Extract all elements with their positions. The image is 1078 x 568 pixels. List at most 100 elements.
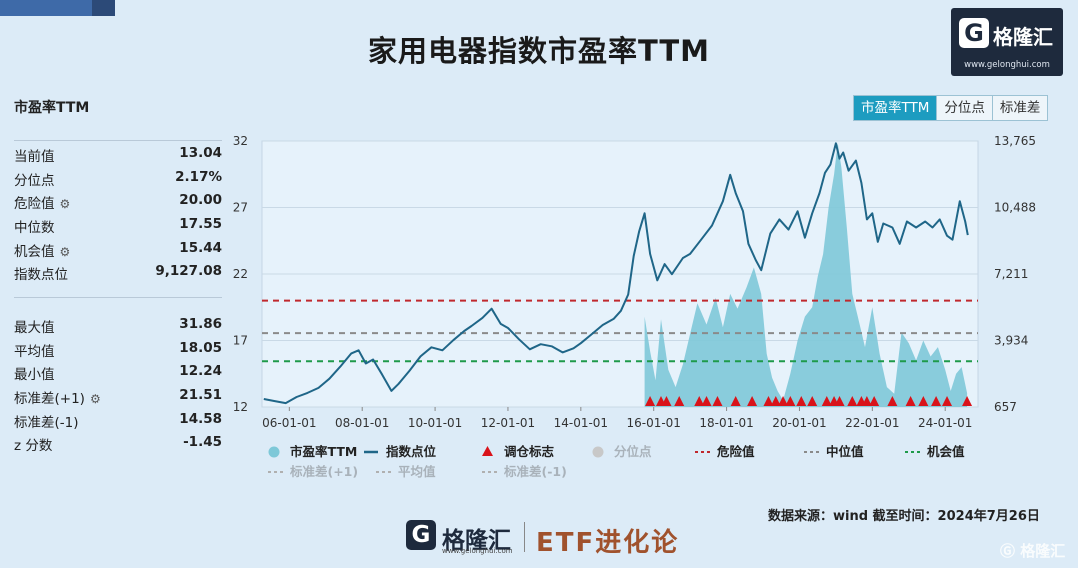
data-source: 数据来源：wind 截至时间：2024年7月26日 [768, 509, 1040, 524]
pe-chart: 12 657 17 3,934 22 7,211 27 10,488 32 13,765 06-01… [233, 134, 1036, 479]
stat-label: 分位点 [14, 169, 55, 189]
pe-ttm-area [644, 142, 968, 407]
rebalance-marker [962, 396, 973, 406]
y-left-tick-label: 12 [233, 400, 248, 414]
y-left-tick-label: 32 [233, 134, 248, 148]
stat-row: 最小值 12.24 [14, 360, 222, 384]
x-tick-label: 06-01-01 [262, 416, 316, 430]
stat-value: 13.04 [179, 145, 222, 161]
stat-row: 指数点位 9,127.08 [14, 260, 222, 284]
bottom-logo-url: www.gelonghui.com [442, 547, 513, 555]
tab-2[interactable]: 标准差 [991, 96, 1048, 120]
legend-label: 调仓标志 [504, 444, 555, 459]
legend-item: 中位值 [804, 444, 864, 459]
logo-mark-icon: G [959, 18, 989, 48]
bottom-logo-divider [524, 522, 525, 552]
stat-label-text: 平均值 [14, 343, 55, 360]
stat-label-text: 最大值 [14, 320, 55, 336]
rebalance-marker [869, 396, 880, 406]
tab-0[interactable]: 市盈率TTM [854, 96, 937, 120]
rebalance-marker [942, 396, 953, 406]
y-right-tick-label: 13,765 [994, 134, 1036, 148]
rebalance-marker [730, 396, 741, 406]
stat-value: 21.51 [179, 387, 222, 404]
y-left-tick-label: 27 [233, 201, 248, 215]
gear-icon[interactable]: ⚙ [59, 197, 71, 212]
stat-label: 指数点位 [14, 263, 68, 283]
rebalance-marker [661, 396, 672, 406]
legend-swatch [482, 446, 493, 456]
legend-swatch [268, 446, 280, 458]
stat-label-text: 标准差(-1) [14, 414, 79, 431]
logo-url: www.gelonghui.com [964, 60, 1050, 70]
panel-title: 市盈率TTM [14, 100, 90, 116]
stat-label-text: 分位点 [14, 172, 55, 189]
page-title: 家用电器指数市盈率TTM [367, 34, 711, 68]
stat-value: 14.58 [179, 410, 222, 427]
legend-label: 危险值 [716, 444, 755, 459]
stat-label-text: 机会值 [14, 243, 55, 260]
stat-label: 标准差(+1) ⚙ [14, 387, 101, 407]
divider [14, 140, 222, 141]
stat-label: z 分数 [14, 434, 52, 454]
stat-value: 18.05 [179, 339, 222, 356]
divider [14, 297, 222, 298]
legend-item: 市盈率TTM [268, 444, 357, 459]
x-tick-label: 22-01-01 [845, 416, 899, 430]
x-tick-label: 16-01-01 [626, 416, 680, 430]
rebalance-marker [701, 396, 712, 406]
tab-1[interactable]: 分位点 [936, 96, 992, 120]
legend-item: 调仓标志 [482, 444, 555, 459]
stat-value: 31.86 [179, 316, 222, 332]
brand-logo[interactable]: G 格隆汇 www.gelonghui.com [951, 8, 1063, 76]
rebalance-marker [674, 396, 685, 406]
stat-label: 最小值 [14, 363, 55, 383]
x-tick-label: 14-01-01 [554, 416, 608, 430]
x-tick-label: 10-01-01 [408, 416, 462, 430]
stat-value: 15.44 [179, 239, 222, 256]
legend-label: 指数点位 [386, 444, 437, 459]
legend-item: 危险值 [695, 444, 755, 459]
stat-label-text: 最小值 [14, 367, 55, 384]
bottom-logo-name: 格隆汇 [442, 528, 511, 554]
stat-row: 机会值 ⚙ 15.44 [14, 237, 222, 261]
stat-value: 12.24 [179, 363, 222, 380]
rebalance-marker [712, 396, 723, 406]
rebalance-marker [796, 396, 807, 406]
y-left-tick-label: 22 [233, 267, 248, 281]
stat-row: 危险值 ⚙ 20.00 [14, 189, 222, 213]
stat-label-text: 当前值 [14, 149, 55, 165]
rebalance-marker [763, 396, 774, 406]
legend-swatch [592, 446, 604, 458]
legend-item: 平均值 [376, 464, 436, 479]
rebalance-marker [861, 396, 872, 406]
rebalance-marker [887, 396, 898, 406]
stat-label-text: 指数点位 [14, 267, 68, 284]
legend-label: 市盈率TTM [290, 444, 357, 459]
stat-row: 平均值 18.05 [14, 337, 222, 361]
rebalance-marker [778, 396, 789, 406]
stat-label: 机会值 ⚙ [14, 240, 70, 260]
stat-value: 17.55 [179, 216, 222, 233]
gear-icon[interactable]: ⚙ [59, 244, 71, 259]
stat-label-text: z 分数 [14, 438, 53, 455]
stat-value: 9,127.08 [155, 263, 222, 280]
stat-row: z 分数 -1.45 [14, 431, 222, 455]
stat-value: 20.00 [179, 192, 222, 209]
stat-row: 分位点 2.17% [14, 166, 222, 190]
corner-decoration [0, 0, 115, 16]
stat-label: 当前值 [14, 145, 55, 165]
rebalance-marker [905, 396, 916, 406]
x-tick-label: 18-01-01 [699, 416, 753, 430]
stat-label: 标准差(-1) [14, 411, 79, 431]
stat-value: -1.45 [183, 434, 222, 451]
stat-row: 中位数 17.55 [14, 213, 222, 237]
gear-icon[interactable]: ⚙ [89, 392, 101, 407]
y-left-tick-label: 17 [233, 334, 248, 348]
index-line [263, 142, 969, 405]
y-right-tick-label: 657 [994, 400, 1017, 414]
y-right-tick-label: 3,934 [994, 334, 1028, 348]
stat-row: 当前值 13.04 [14, 142, 222, 166]
view-tabs: 市盈率TTM 分位点 标准差 [853, 95, 1049, 121]
rebalance-marker [785, 396, 796, 406]
